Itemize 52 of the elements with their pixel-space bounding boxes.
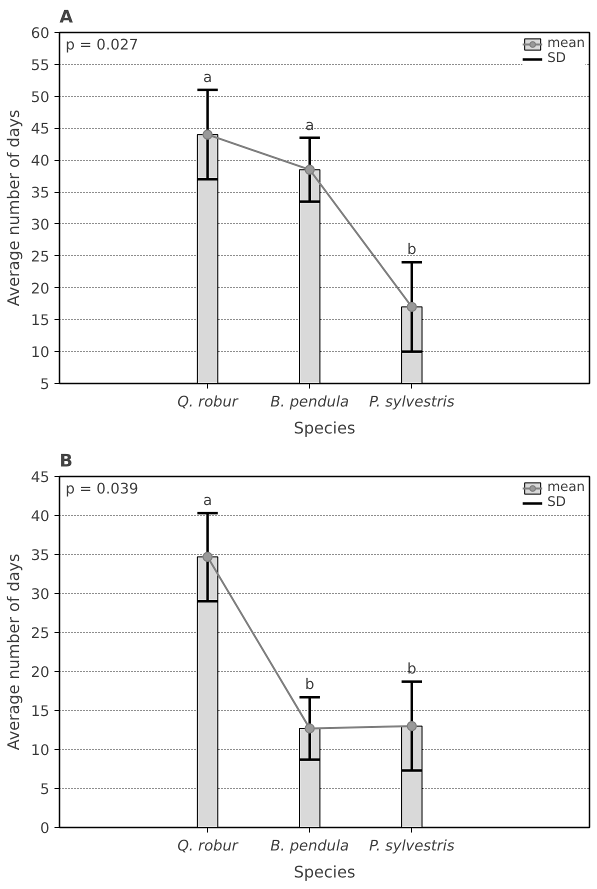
x-tick-label: B. pendula xyxy=(270,394,350,410)
y-tick-label: 50 xyxy=(30,88,50,106)
point xyxy=(202,552,213,562)
text: SD xyxy=(547,495,567,510)
x-axis-title: Species xyxy=(294,418,356,438)
text: SD xyxy=(547,51,567,66)
y-tick-label: 45 xyxy=(30,120,50,138)
y-tick-label: 40 xyxy=(30,152,50,170)
legend-label: mean xyxy=(547,36,585,51)
point xyxy=(406,302,417,312)
point xyxy=(304,723,315,734)
y-tick-label: 35 xyxy=(30,547,50,564)
x-tick-label: P. sylvestris xyxy=(369,838,455,854)
y-tick-label: 35 xyxy=(30,184,50,202)
y-tick-label: 30 xyxy=(30,216,50,234)
x-tick-label: B. pendula xyxy=(270,838,350,854)
y-tick-label: 20 xyxy=(30,280,50,298)
y-tick-label: 25 xyxy=(30,625,50,642)
text: p = 0.039 xyxy=(66,480,138,498)
y-axis-title: Average number of days xyxy=(4,554,23,750)
legend-label: mean xyxy=(547,480,585,495)
y-tick-label: 15 xyxy=(30,703,50,720)
y-tick-label: 55 xyxy=(30,56,50,74)
y-tick-label: 15 xyxy=(30,312,50,330)
x-tick-label: Q. robur xyxy=(177,838,239,854)
y-tick-label: 30 xyxy=(30,586,50,603)
annotation: b xyxy=(407,660,416,678)
x-tick-label: P. sylvestris xyxy=(369,394,455,410)
y-tick-label: 5 xyxy=(40,781,50,798)
point xyxy=(406,721,417,732)
chart-title: B xyxy=(60,452,73,472)
y-axis-title: Average number of days xyxy=(4,110,23,306)
y-tick-label: 5 xyxy=(40,376,50,393)
annotation: a xyxy=(203,68,212,86)
y-tick-label: 25 xyxy=(30,248,50,266)
x-tick-label: Q. robur xyxy=(177,394,239,410)
y-tick-label: 20 xyxy=(30,664,50,681)
y-tick-label: 10 xyxy=(30,742,50,759)
x-axis-title: Species xyxy=(294,862,356,882)
y-tick-label: 10 xyxy=(30,344,50,362)
y-tick-label: 45 xyxy=(30,469,50,486)
y-tick-label: 60 xyxy=(30,25,50,42)
point xyxy=(202,130,213,140)
point xyxy=(304,164,315,175)
y-tick-label: 0 xyxy=(40,820,50,837)
y-tick-label: 40 xyxy=(30,508,50,525)
annotation: b xyxy=(305,676,314,694)
annotation: a xyxy=(203,492,212,510)
annotation: a xyxy=(305,116,314,134)
chart-title: A xyxy=(60,8,74,28)
text: p = 0.027 xyxy=(66,36,138,54)
annotation: b xyxy=(407,241,416,258)
